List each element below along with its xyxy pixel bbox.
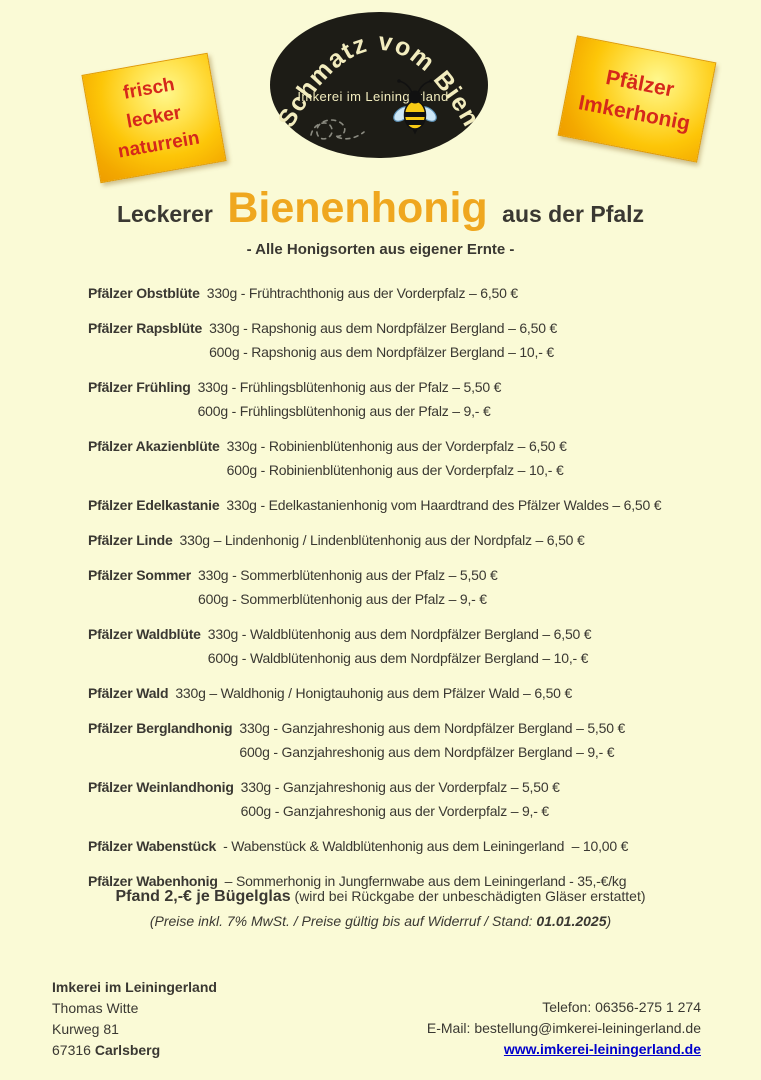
footer-zip: 67316	[52, 1042, 91, 1058]
honey-item-lines: 330g – Waldhonig / Honigtauhonig aus dem…	[175, 681, 572, 705]
honey-item-name: Pfälzer Edelkastanie	[88, 497, 220, 513]
honey-item: Pfälzer Berglandhonig 330g - Ganzjahresh…	[88, 716, 741, 764]
honey-item-name: Pfälzer Waldblüte	[88, 626, 201, 642]
honey-item-lines: 330g - Edelkastanienhonig vom Haardtrand…	[226, 493, 661, 517]
footer-city: Carlsberg	[94, 1042, 161, 1058]
honey-item-name: Pfälzer Frühling	[88, 379, 191, 395]
honey-item-line: 330g - Frühtrachthonig aus der Vorderpfa…	[206, 285, 518, 301]
honey-item-line: 330g - Frühlingsblütenhonig aus der Pfal…	[197, 379, 502, 395]
honey-item-line: 330g - Sommerblütenhonig aus der Pfalz –…	[198, 567, 498, 583]
honey-item-lines: 330g - Ganzjahreshonig aus der Vorderpfa…	[241, 775, 560, 823]
honey-item-line: 330g - Ganzjahreshonig aus der Vorderpfa…	[240, 779, 560, 795]
title-highlight: Bienenhonig	[227, 184, 488, 232]
honey-item-line: 330g – Waldhonig / Honigtauhonig aus dem…	[175, 685, 573, 701]
footer-city-line: 67316 Carlsberg	[52, 1040, 217, 1061]
honey-item-line: 330g - Ganzjahreshonig aus dem Nordpfälz…	[239, 720, 626, 736]
logo-schmatz-vom-bien: Schmatz vom Bien Imkerei im Leiningerlan…	[269, 11, 489, 159]
badge-fresh: frisch lecker naturrein	[81, 52, 227, 184]
footer-company: Imkerei im Leiningerland	[52, 979, 217, 995]
honey-item-name: Pfälzer Berglandhonig	[88, 720, 233, 736]
honey-item-lines: – Sommerhonig in Jungfernwabe aus dem Le…	[225, 869, 627, 893]
honey-item-name: Pfälzer Obstblüte	[88, 285, 200, 301]
deposit-line: Pfand 2,-€ je Bügelglas (wird bei Rückga…	[0, 884, 761, 909]
honey-item: Pfälzer Sommer 330g - Sommerblütenhonig …	[88, 563, 741, 611]
price-date: 01.01.2025	[536, 913, 607, 929]
honey-item-lines: 330g – Lindenhonig / Lindenblütenhonig a…	[180, 528, 585, 552]
honey-item-line: 330g - Robinienblütenhonig aus der Vorde…	[226, 438, 567, 454]
honey-item-name: Pfälzer Rapsblüte	[88, 320, 203, 336]
honey-item-line: 600g - Sommerblütenhonig aus der Pfalz –…	[198, 591, 487, 607]
honey-item: Pfälzer Wabenhonig – Sommerhonig in Jung…	[88, 869, 741, 893]
honey-item-line: 330g - Rapshonig aus dem Nordpfälzer Ber…	[209, 320, 558, 336]
honey-item-line: 330g – Lindenhonig / Lindenblütenhonig a…	[179, 532, 585, 548]
honey-item: Pfälzer Waldblüte 330g - Waldblütenhonig…	[88, 622, 741, 670]
honey-item-lines: - Wabenstück & Waldblütenhonig aus dem L…	[223, 834, 628, 858]
honey-item-name: Pfälzer Wabenstück	[88, 838, 217, 854]
footer-email: E-Mail: bestellung@imkerei-leiningerland…	[426, 1020, 701, 1036]
honey-item: Pfälzer Obstblüte 330g - Frühtrachthonig…	[88, 281, 741, 305]
logo-subtitle-text: Imkerei im Leiningerland	[297, 89, 448, 104]
deposit-condition: (wird bei Rückgabe der unbeschädigten Gl…	[294, 888, 646, 904]
honey-item-line: – Sommerhonig in Jungfernwabe aus dem Le…	[224, 873, 627, 889]
honey-item: Pfälzer Akazienblüte 330g - Robinienblüt…	[88, 434, 741, 482]
honey-item: Pfälzer Edelkastanie 330g - Edelkastanie…	[88, 493, 741, 517]
title-prefix: Leckerer	[116, 201, 213, 227]
honey-item-lines: 330g - Ganzjahreshonig aus dem Nordpfälz…	[239, 716, 625, 764]
footer-address: Imkerei im Leiningerland Thomas Witte Ku…	[52, 977, 217, 1061]
honey-item-lines: 330g - Robinienblütenhonig aus der Vorde…	[227, 434, 567, 482]
deposit-amount: Pfand 2,-€ je Bügelglas	[115, 888, 291, 905]
logo-graphic: Schmatz vom Bien Imkerei im Leiningerlan…	[270, 12, 488, 158]
honey-item-name: Pfälzer Sommer	[88, 567, 192, 583]
title-suffix: aus der Pfalz	[502, 201, 645, 227]
honey-item: Pfälzer Weinlandhonig 330g - Ganzjahresh…	[88, 775, 741, 823]
badge-imkerhonig: Pfälzer Imkerhonig	[557, 35, 717, 163]
honey-item-lines: 330g - Frühtrachthonig aus der Vorderpfa…	[207, 281, 518, 305]
honey-item-name: Pfälzer Wald	[88, 685, 169, 701]
honey-item: Pfälzer Rapsblüte 330g - Rapshonig aus d…	[88, 316, 741, 364]
footer-contact: Telefon: 06356-275 1 274 E-Mail: bestell…	[427, 997, 701, 1060]
honey-item-name: Pfälzer Weinlandhonig	[88, 779, 234, 795]
footer-street: Kurweg 81	[52, 1021, 119, 1037]
page-subtitle: - Alle Honigsorten aus eigener Ernte -	[246, 241, 515, 258]
tax-note: (Preise inkl. 7% MwSt. / Preise gültig b…	[149, 913, 612, 929]
honey-item-name: Pfälzer Akazienblüte	[88, 438, 220, 454]
honey-item-line: 600g - Robinienblütenhonig aus der Vorde…	[226, 462, 564, 478]
website-link[interactable]: www.imkerei-leiningerland.de	[503, 1041, 701, 1057]
honey-item: Pfälzer Wabenstück - Wabenstück & Waldbl…	[88, 834, 741, 858]
honey-item-line: 330g - Edelkastanienhonig vom Haardtrand…	[226, 497, 662, 513]
deposit-note: Pfand 2,-€ je Bügelglas (wird bei Rückga…	[0, 884, 761, 933]
bee-icon	[393, 79, 437, 135]
honey-item-line: 600g - Ganzjahreshonig aus dem Nordpfälz…	[239, 744, 615, 760]
honey-item-line: 600g - Frühlingsblütenhonig aus der Pfal…	[197, 403, 491, 419]
honey-item: Pfälzer Linde 330g – Lindenhonig / Linde…	[88, 528, 741, 552]
honey-item-name: Pfälzer Linde	[88, 532, 173, 548]
page-title: Leckerer Bienenhonig aus der Pfalz	[0, 183, 761, 243]
honey-item-lines: 330g - Waldblütenhonig aus dem Nordpfälz…	[208, 622, 592, 670]
honey-item-line: 330g - Waldblütenhonig aus dem Nordpfälz…	[207, 626, 592, 642]
honey-item-name: Pfälzer Wabenhonig	[88, 873, 218, 889]
honey-item-line: 600g - Ganzjahreshonig aus der Vorderpfa…	[240, 803, 550, 819]
bee-flight-path	[310, 119, 365, 140]
footer-phone: Telefon: 06356-275 1 274	[542, 999, 701, 1015]
honey-list: Pfälzer Obstblüte 330g - Frühtrachthonig…	[88, 281, 741, 904]
honey-item-lines: 330g - Rapshonig aus dem Nordpfälzer Ber…	[209, 316, 557, 364]
honey-item-line: 600g - Rapshonig aus dem Nordpfälzer Ber…	[209, 344, 554, 360]
honey-item-lines: 330g - Sommerblütenhonig aus der Pfalz –…	[198, 563, 498, 611]
honey-item-line: 600g - Waldblütenhonig aus dem Nordpfälz…	[207, 650, 589, 666]
honey-item: Pfälzer Frühling 330g - Frühlingsblütenh…	[88, 375, 741, 423]
honey-item: Pfälzer Wald 330g – Waldhonig / Honigtau…	[88, 681, 741, 705]
footer-owner: Thomas Witte	[52, 1000, 139, 1016]
honey-item-line: - Wabenstück & Waldblütenhonig aus dem L…	[223, 838, 629, 854]
honey-item-lines: 330g - Frühlingsblütenhonig aus der Pfal…	[198, 375, 502, 423]
